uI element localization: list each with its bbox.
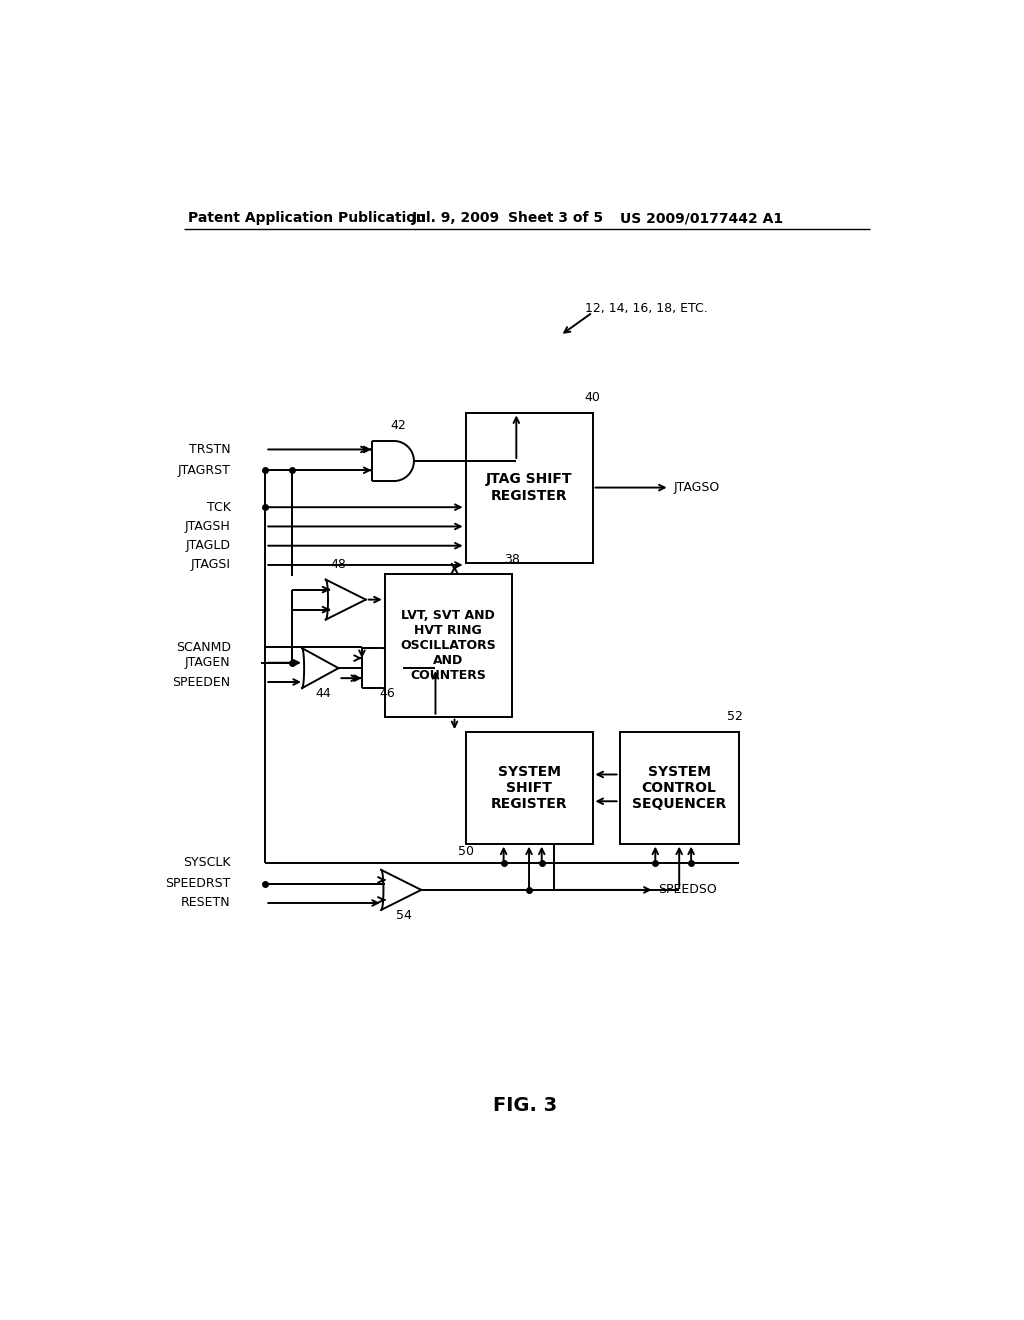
Text: 38: 38 bbox=[504, 553, 520, 566]
Text: SPEEDRST: SPEEDRST bbox=[165, 878, 230, 890]
Text: Sheet 3 of 5: Sheet 3 of 5 bbox=[508, 211, 603, 226]
Text: Jul. 9, 2009: Jul. 9, 2009 bbox=[412, 211, 500, 226]
Text: 46: 46 bbox=[379, 688, 395, 701]
Text: SYSTEM
SHIFT
REGISTER: SYSTEM SHIFT REGISTER bbox=[490, 764, 567, 810]
Text: TRSTN: TRSTN bbox=[189, 444, 230, 455]
Text: 54: 54 bbox=[396, 909, 412, 923]
Bar bbox=[385, 574, 512, 717]
Text: 42: 42 bbox=[390, 420, 406, 433]
Text: SPEEDEN: SPEEDEN bbox=[172, 676, 230, 689]
Text: JTAGRST: JTAGRST bbox=[178, 463, 230, 477]
Text: 48: 48 bbox=[331, 558, 347, 572]
Text: JTAGSO: JTAGSO bbox=[674, 480, 720, 494]
Text: SCANMD: SCANMD bbox=[176, 640, 230, 653]
Text: FIG. 3: FIG. 3 bbox=[493, 1096, 557, 1115]
Text: 12, 14, 16, 18, ETC.: 12, 14, 16, 18, ETC. bbox=[585, 302, 708, 315]
Text: Patent Application Publication: Patent Application Publication bbox=[188, 211, 426, 226]
Text: SYSTEM
CONTROL
SEQUENCER: SYSTEM CONTROL SEQUENCER bbox=[632, 764, 726, 810]
Text: LVT, SVT AND
HVT RING
OSCILLATORS
AND
COUNTERS: LVT, SVT AND HVT RING OSCILLATORS AND CO… bbox=[400, 609, 496, 682]
Text: TCK: TCK bbox=[207, 500, 230, 513]
Bar bbox=[620, 733, 739, 843]
Text: JTAGSH: JTAGSH bbox=[185, 520, 230, 533]
Text: SPEEDSO: SPEEDSO bbox=[658, 883, 717, 896]
Text: 50: 50 bbox=[458, 845, 474, 858]
Text: JTAGLD: JTAGLD bbox=[185, 539, 230, 552]
Bar bbox=[466, 733, 593, 843]
Text: SYSCLK: SYSCLK bbox=[183, 857, 230, 870]
Text: JTAGSI: JTAGSI bbox=[190, 558, 230, 572]
Text: 40: 40 bbox=[585, 391, 601, 404]
Text: JTAG SHIFT
REGISTER: JTAG SHIFT REGISTER bbox=[485, 473, 572, 503]
Bar bbox=[466, 412, 593, 562]
Text: RESETN: RESETN bbox=[181, 896, 230, 909]
Text: US 2009/0177442 A1: US 2009/0177442 A1 bbox=[620, 211, 782, 226]
Text: 52: 52 bbox=[727, 710, 743, 723]
Text: JTAGEN: JTAGEN bbox=[185, 656, 230, 669]
Text: 44: 44 bbox=[315, 688, 331, 701]
